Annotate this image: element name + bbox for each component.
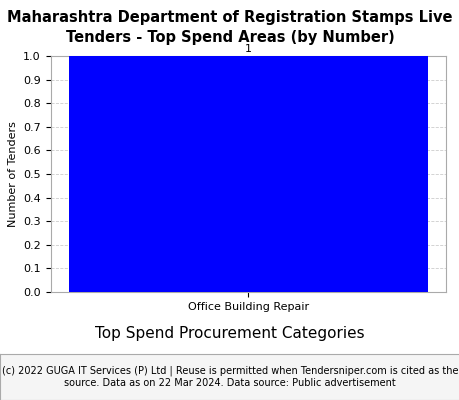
Text: Maharashtra Department of Registration Stamps Live
Tenders - Top Spend Areas (by: Maharashtra Department of Registration S… — [7, 10, 452, 45]
Y-axis label: Number of Tenders: Number of Tenders — [7, 121, 17, 227]
Text: Top Spend Procurement Categories: Top Spend Procurement Categories — [95, 326, 364, 341]
Text: (c) 2022 GUGA IT Services (P) Ltd | Reuse is permitted when Tendersniper.com is : (c) 2022 GUGA IT Services (P) Ltd | Reus… — [2, 366, 457, 388]
Text: 1: 1 — [244, 44, 252, 54]
